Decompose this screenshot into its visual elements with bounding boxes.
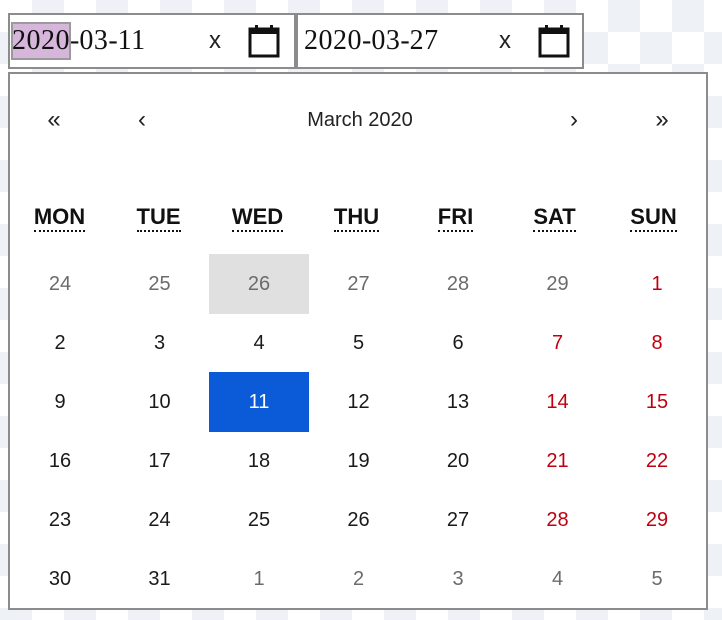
calendar-day[interactable]: 7 [551, 332, 564, 354]
calendar-day[interactable]: 2 [54, 332, 66, 354]
calendar-day[interactable]: 4 [253, 332, 265, 354]
calendar-day[interactable]: 24 [48, 273, 72, 295]
date-separator: - [70, 25, 80, 56]
calendar-day[interactable]: 4 [551, 568, 564, 590]
weekday-sun: SUN [604, 204, 703, 232]
prev-month-button[interactable]: ‹ [138, 106, 146, 133]
calendar-day[interactable]: 11 [209, 372, 309, 432]
calendar-popup: « ‹ March 2020 › » MON TUE WED THU FRI S… [8, 72, 708, 610]
calendar-day[interactable]: 23 [48, 509, 72, 531]
calendar-day[interactable]: 26 [347, 509, 370, 531]
calendar-day[interactable]: 5 [651, 568, 663, 590]
calendar-day[interactable]: 2 [352, 568, 365, 590]
weekday-fri: FRI [406, 204, 505, 232]
calendar-day[interactable]: 21 [546, 450, 569, 472]
calendar-navigation: « ‹ March 2020 › » [10, 102, 706, 138]
calendar-day[interactable]: 13 [446, 391, 470, 413]
calendar-day[interactable]: 6 [452, 332, 464, 354]
end-date-input[interactable]: 2020-03-27 [298, 15, 484, 67]
calendar-day[interactable]: 3 [452, 568, 464, 590]
date-separator: - [362, 25, 372, 56]
start-month-segment[interactable]: 03 [79, 25, 109, 56]
prev-year-button[interactable]: « [47, 106, 61, 133]
calendar-day[interactable]: 27 [446, 509, 470, 531]
end-date-field[interactable]: 2020-03-27 x [296, 13, 584, 69]
calendar-day[interactable]: 1 [651, 273, 663, 295]
calendar-day[interactable]: 31 [148, 568, 171, 590]
calendar-day[interactable]: 28 [446, 273, 470, 295]
weekday-tue: TUE [109, 204, 208, 232]
end-day-segment[interactable]: 27 [409, 25, 439, 56]
start-date-field[interactable]: 2020-03-11 x [8, 13, 296, 69]
end-clear-button[interactable]: x [499, 27, 511, 54]
calendar-day[interactable]: 28 [546, 509, 569, 531]
calendar-day[interactable]: 25 [148, 273, 171, 295]
calendar-day[interactable]: 29 [645, 509, 669, 531]
calendar-day[interactable]: 5 [352, 332, 365, 354]
weekday-mon: MON [10, 204, 109, 232]
calendar-day[interactable]: 1 [253, 568, 265, 590]
calendar-day[interactable]: 20 [446, 450, 470, 472]
calendar-day[interactable]: 30 [48, 568, 72, 590]
start-day-segment[interactable]: 11 [117, 25, 146, 56]
next-month-button[interactable]: › [570, 106, 578, 133]
calendar-day[interactable]: 9 [54, 391, 66, 413]
end-calendar-icon[interactable] [534, 21, 574, 61]
weekday-sat: SAT [505, 204, 604, 232]
weekday-thu: THU [307, 204, 406, 232]
calendar-day[interactable]: 24 [148, 509, 171, 531]
start-date-input[interactable]: 2020-03-11 [10, 15, 190, 67]
start-calendar-icon[interactable] [244, 21, 284, 61]
next-year-button[interactable]: » [655, 106, 669, 133]
calendar-day[interactable]: 17 [148, 450, 171, 472]
calendar-day[interactable]: 15 [645, 391, 669, 413]
calendar-day[interactable]: 3 [153, 332, 166, 354]
calendar-day[interactable]: 27 [347, 273, 370, 295]
end-month-segment[interactable]: 03 [371, 25, 401, 56]
calendar-day[interactable]: 22 [645, 450, 669, 472]
calendar-day[interactable]: 16 [48, 450, 72, 472]
weekday-header: MON TUE WED THU FRI SAT SUN [10, 204, 710, 244]
date-separator: - [108, 25, 118, 56]
date-range-picker: 2020-03-11 x 2020-03-27 x [8, 13, 584, 69]
calendar-day[interactable]: 14 [546, 391, 569, 413]
calendar-day[interactable]: 26 [209, 254, 309, 314]
calendar-day[interactable]: 18 [247, 450, 271, 472]
end-year-segment[interactable]: 2020 [304, 25, 362, 56]
weekday-wed: WED [208, 204, 307, 232]
calendar-day[interactable]: 25 [247, 509, 271, 531]
calendar-day[interactable]: 12 [347, 391, 370, 413]
calendar-day[interactable]: 29 [546, 273, 569, 295]
start-year-segment[interactable]: 2020 [11, 22, 71, 60]
calendar-day[interactable]: 8 [651, 332, 663, 354]
date-separator: - [400, 25, 410, 56]
start-clear-button[interactable]: x [209, 27, 221, 54]
calendar-day[interactable]: 10 [148, 391, 171, 413]
calendar-day[interactable]: 19 [347, 450, 370, 472]
month-year-label[interactable]: March 2020 [307, 109, 413, 131]
